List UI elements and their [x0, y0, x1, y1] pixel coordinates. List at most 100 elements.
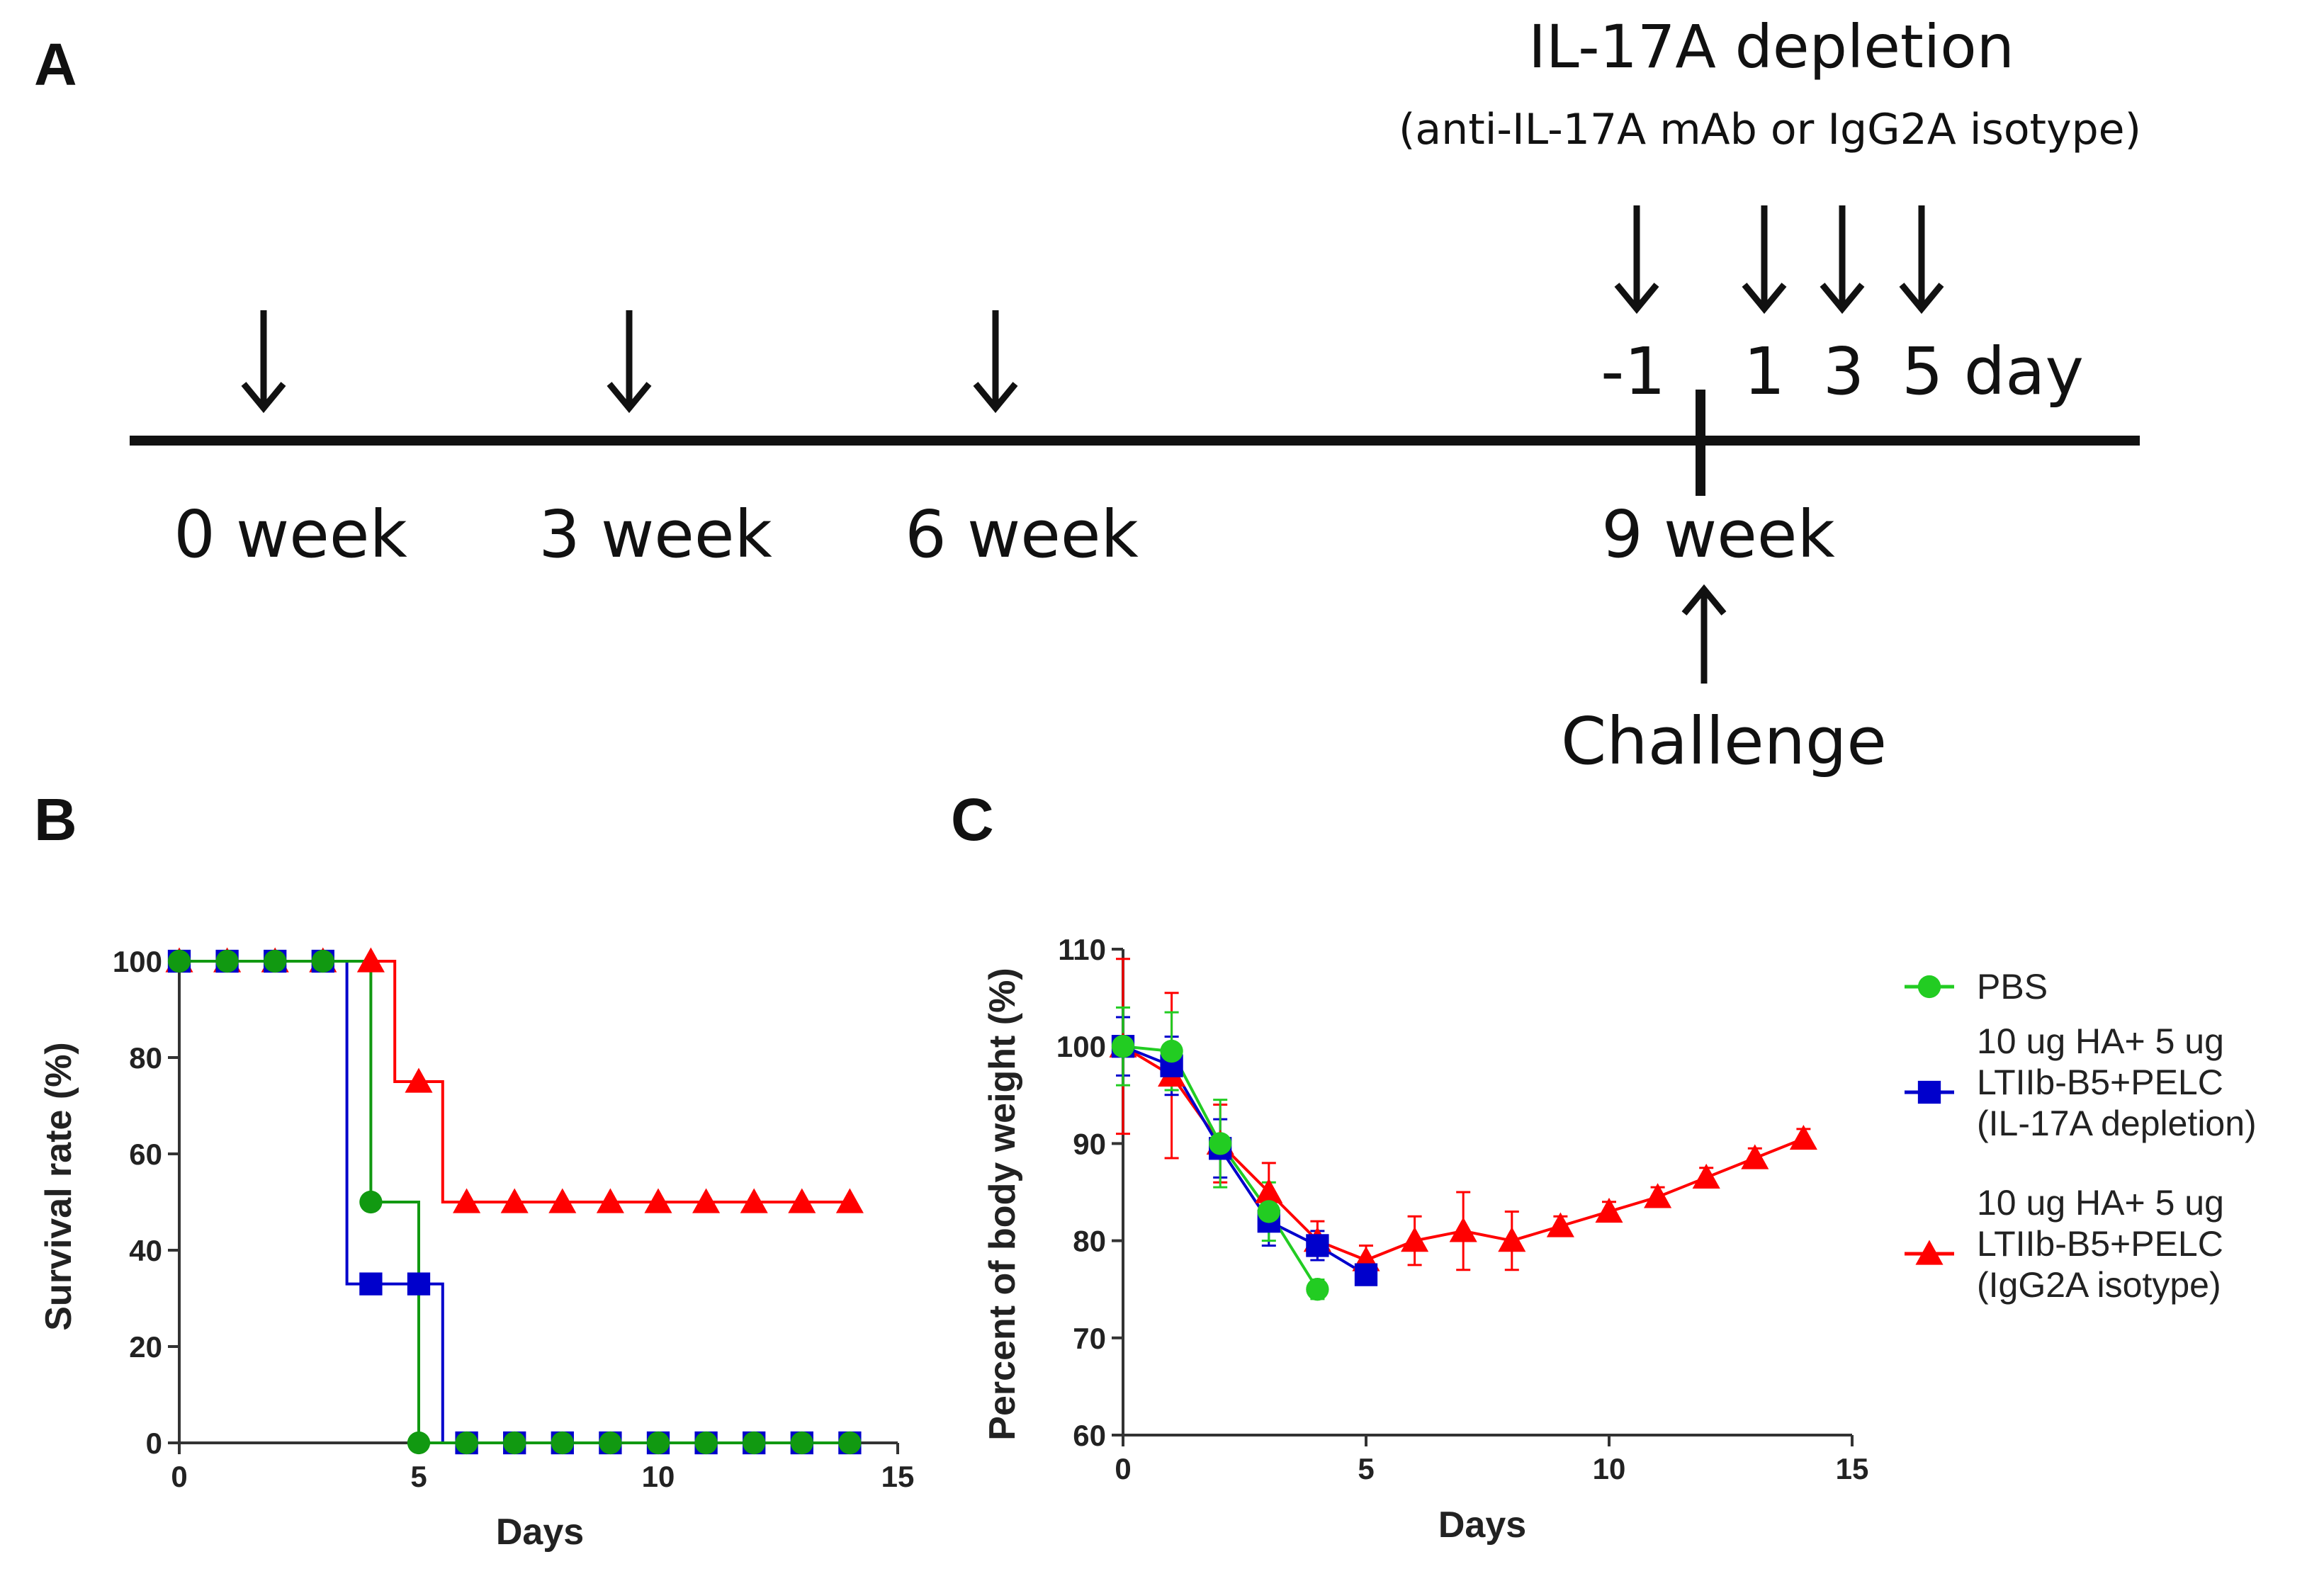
- body-weight-data-point: [1692, 1163, 1720, 1189]
- body-weight-x-tick-label: 10: [1593, 1452, 1626, 1485]
- survival-x-axis-title: Days: [496, 1512, 584, 1553]
- week-label-9: 9 week: [1601, 497, 1835, 572]
- survival-y-tick-label: 100: [113, 945, 162, 978]
- survival-data-point: [548, 1188, 577, 1213]
- survival-chart: 0 5 10 15 0 20 40 60 80 100 Days Survival rate (%…: [38, 945, 914, 1553]
- body-weight-data-point: [1401, 1227, 1429, 1252]
- depletion-title: IL-17A depletion: [1528, 12, 2014, 81]
- survival-series-line: [179, 960, 850, 1203]
- survival-data-point: [692, 1188, 721, 1213]
- legend-label: LTIIb-B5+PELC: [1977, 1224, 2223, 1264]
- survival-data-point: [500, 1188, 529, 1213]
- survival-data-point: [407, 1272, 431, 1296]
- depletion-arrow-day-5: [1899, 205, 1944, 314]
- body-weight-data-point: [1354, 1263, 1378, 1286]
- body-weight-y-tick-label: 70: [1073, 1322, 1106, 1355]
- survival-data-point: [743, 1431, 766, 1455]
- body-weight-y-axis-title: Percent of body weight (%): [982, 968, 1023, 1440]
- body-weight-data-point: [1209, 1132, 1232, 1155]
- survival-data-point: [790, 1431, 813, 1455]
- challenge-label: Challenge: [1561, 703, 1887, 779]
- survival-data-point: [215, 949, 239, 973]
- body-weight-data-point: [1546, 1212, 1574, 1237]
- survival-y-tick-label: 0: [146, 1427, 162, 1460]
- legend-marker: [1917, 1080, 1941, 1104]
- survival-y-tick-label: 80: [129, 1041, 162, 1075]
- day-label-minus-1: -1: [1601, 334, 1666, 409]
- body-weight-data-point: [1306, 1234, 1329, 1257]
- survival-chart-axes: [168, 960, 899, 1454]
- survival-data-point: [551, 1431, 574, 1455]
- survival-data-point: [311, 949, 334, 973]
- survival-data-point: [359, 1272, 383, 1296]
- survival-data-point: [455, 1431, 478, 1455]
- body-weight-data-point: [1306, 1278, 1329, 1301]
- depletion-arrow-day-3: [1820, 205, 1865, 314]
- survival-y-tick-label: 20: [129, 1330, 162, 1364]
- survival-data-point: [788, 1188, 816, 1213]
- legend-label: PBS: [1977, 967, 2048, 1007]
- survival-data-point: [264, 949, 287, 973]
- legend-entry: PBS: [1905, 967, 2048, 1007]
- survival-x-tick-label: 0: [171, 1460, 187, 1493]
- body-weight-chart-ticks: 0 5 10 15 60 70 80 90 100 110: [1056, 933, 1868, 1485]
- body-weight-x-tick-label: 15: [1836, 1452, 1869, 1485]
- day-label-1: 1: [1744, 334, 1786, 409]
- survival-data-point: [407, 1431, 431, 1455]
- body-weight-chart: 0 5 10 15 60 70 80 90 100 110 Days Percent of bod…: [982, 933, 1868, 1546]
- body-weight-chart-error-bars: [1116, 958, 1811, 1300]
- day-label-5: 5 day: [1902, 334, 2084, 409]
- body-weight-data-point: [1741, 1144, 1769, 1169]
- legend-label: (IgG2A isotype): [1977, 1265, 2221, 1305]
- survival-data-point: [405, 1067, 433, 1093]
- panel-letter-b: B: [34, 786, 77, 853]
- day-label-3: 3: [1823, 334, 1865, 409]
- week-label-0: 0 week: [174, 497, 407, 572]
- survival-data-point: [694, 1431, 718, 1455]
- depletion-subtitle: (anti-IL-17A mAb or IgG2A isotype): [1399, 105, 2141, 154]
- body-weight-chart-marks: [1109, 1032, 1817, 1301]
- immunization-arrow-week-6: [973, 310, 1018, 414]
- week-label-6: 6 week: [905, 497, 1139, 572]
- survival-data-point: [453, 1188, 481, 1213]
- depletion-arrow-day-minus-1: [1614, 205, 1659, 314]
- survival-data-point: [167, 949, 191, 973]
- survival-x-tick-label: 10: [642, 1460, 675, 1493]
- legend-marker: [1915, 1240, 1944, 1265]
- survival-data-point: [599, 1431, 622, 1455]
- legend-label: 10 ug HA+ 5 ug: [1977, 1183, 2224, 1223]
- legend-label: 10 ug HA+ 5 ug: [1977, 1021, 2224, 1061]
- survival-x-tick-label: 15: [881, 1460, 915, 1493]
- survival-data-point: [646, 1431, 670, 1455]
- week-label-3: 3 week: [538, 497, 772, 572]
- survival-data-point: [644, 1188, 672, 1213]
- survival-data-point: [356, 947, 385, 973]
- survival-y-tick-label: 40: [129, 1234, 162, 1267]
- survival-x-tick-label: 5: [410, 1460, 427, 1493]
- legend-label: LTIIb-B5+PELC: [1977, 1062, 2223, 1102]
- body-weight-data-point: [1789, 1124, 1817, 1150]
- body-weight-y-tick-label: 100: [1056, 1030, 1106, 1063]
- body-weight-x-tick-label: 0: [1115, 1452, 1131, 1485]
- survival-y-axis-title: Survival rate (%): [38, 1042, 79, 1331]
- body-weight-data-point: [1595, 1197, 1623, 1223]
- body-weight-data-point: [1257, 1200, 1280, 1223]
- body-weight-x-axis-title: Days: [1438, 1504, 1526, 1546]
- survival-data-point: [838, 1431, 862, 1455]
- legend-label: (IL-17A depletion): [1977, 1104, 2257, 1143]
- survival-chart-marks: [165, 947, 864, 1455]
- survival-data-point: [503, 1431, 526, 1455]
- body-weight-data-point: [1498, 1227, 1526, 1252]
- immunization-arrow-week-0: [241, 310, 286, 414]
- immunization-arrow-week-3: [607, 310, 652, 414]
- legend-marker: [1917, 975, 1941, 999]
- body-weight-y-tick-label: 80: [1073, 1225, 1106, 1258]
- panel-a: A IL-17A depletion (anti-IL-17A mAb or I…: [34, 12, 2141, 779]
- survival-data-point: [596, 1188, 624, 1213]
- body-weight-y-tick-label: 90: [1073, 1127, 1106, 1160]
- survival-data-point: [359, 1190, 383, 1214]
